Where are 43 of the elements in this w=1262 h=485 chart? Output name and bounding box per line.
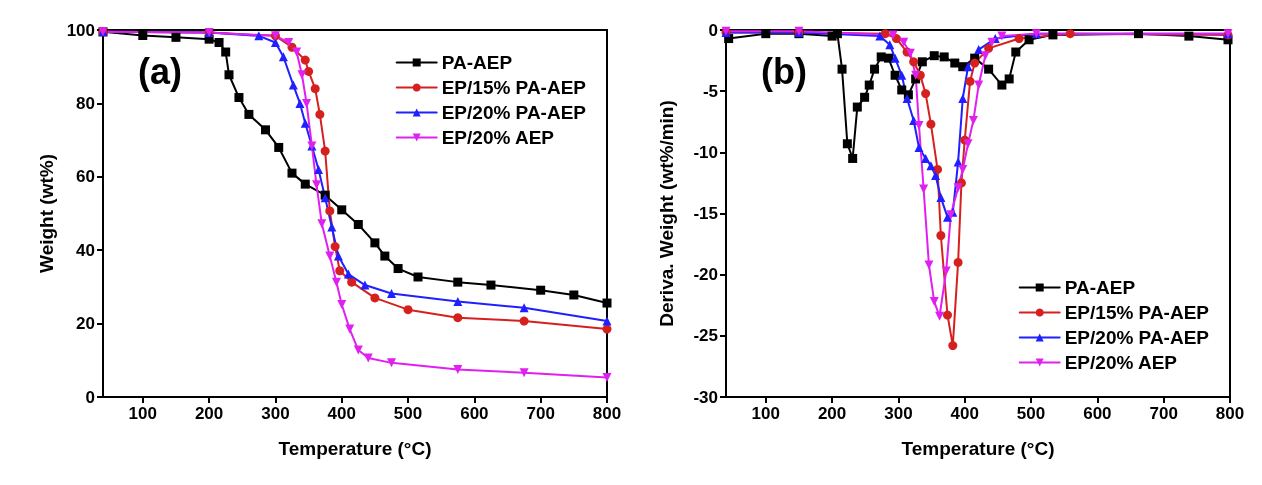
legend-label: EP/20% AEP (1064, 352, 1178, 373)
legend-label: EP/15% PA-AEP (441, 77, 587, 98)
y-tick-label: -25 (693, 326, 718, 346)
y-tick-label: -20 (693, 265, 718, 285)
x-tick-label: 300 (884, 404, 913, 423)
y-tick-label: 20 (76, 314, 95, 334)
x-tick-label: 200 (817, 404, 847, 423)
x-tick-label: 300 (261, 404, 290, 423)
y-axis-title: Deriva. Weight (wt%/min) (656, 100, 677, 327)
x-tick-label: 400 (950, 404, 979, 423)
x-tick-label: 500 (1016, 404, 1046, 423)
x-tick-label: 600 (460, 404, 489, 423)
x-tick-label: 800 (1215, 404, 1245, 423)
y-tick-label: -15 (693, 204, 718, 223)
y-tick-label: 60 (76, 167, 95, 187)
y-axis-title: Weight (wt%) (35, 154, 57, 273)
y-tick-label: 100 (66, 20, 95, 40)
legend-label: EP/20% PA-AEP (1064, 327, 1210, 348)
x-axis-title: Temperature (°C) (901, 438, 1055, 459)
x-tick-label: 100 (128, 404, 157, 423)
y-tick-label: 40 (76, 240, 95, 260)
y-tick-label: -5 (702, 81, 718, 101)
legend-label: PA-AEP (1064, 277, 1136, 298)
legend-label: EP/20% PA-AEP (441, 102, 587, 123)
x-tick-label: 600 (1083, 404, 1112, 423)
annotation: (a) (138, 50, 182, 92)
x-tick-label: 700 (526, 404, 555, 423)
x-tick-label: 400 (327, 404, 356, 423)
y-tick-label: 0 (85, 387, 95, 407)
x-tick-label: 700 (1149, 404, 1178, 423)
legend-label: EP/15% PA-AEP (1064, 302, 1210, 323)
x-tick-label: 200 (194, 404, 224, 423)
y-tick-label: 80 (76, 93, 95, 113)
legend-label: EP/20% AEP (441, 127, 555, 148)
annotation: (b) (761, 50, 807, 92)
y-tick-label: -10 (693, 142, 718, 162)
x-tick-label: 800 (592, 404, 622, 423)
y-tick-label: 0 (708, 20, 718, 40)
x-tick-label: 100 (751, 404, 780, 423)
y-tick-label: -30 (693, 387, 718, 407)
x-axis-title: Temperature (°C) (278, 438, 432, 459)
x-tick-label: 500 (393, 404, 423, 423)
legend-label: PA-AEP (441, 52, 513, 73)
